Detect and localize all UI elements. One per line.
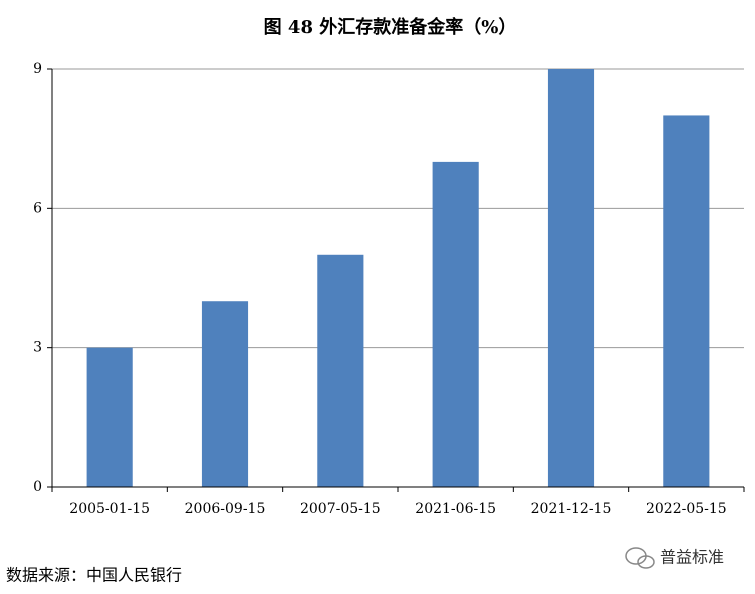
x-tick-label: 2022-05-15 (646, 501, 727, 517)
y-tick-label: 6 (33, 200, 42, 216)
bar (86, 347, 133, 487)
x-tick-label: 2006-09-15 (185, 501, 266, 517)
y-tick-label: 9 (33, 61, 42, 77)
bar (547, 69, 595, 487)
bar (201, 301, 249, 487)
bar (432, 161, 479, 487)
y-tick-label: 0 (33, 479, 42, 495)
chart-title: 图 48 外汇存款准备金率（%） (264, 16, 517, 38)
x-tick-label: 2005-01-15 (69, 501, 150, 517)
watermark: 普益标准 (660, 548, 724, 567)
watermark-icon (625, 547, 655, 569)
bar (663, 115, 710, 487)
bar (317, 254, 364, 487)
x-tick-label: 2021-06-15 (415, 501, 496, 517)
x-tick-label: 2021-12-15 (531, 501, 612, 517)
source: 数据来源：中国人民银行 (6, 566, 182, 585)
x-tick-label: 2007-05-15 (300, 501, 381, 517)
y-tick-label: 3 (33, 340, 42, 356)
